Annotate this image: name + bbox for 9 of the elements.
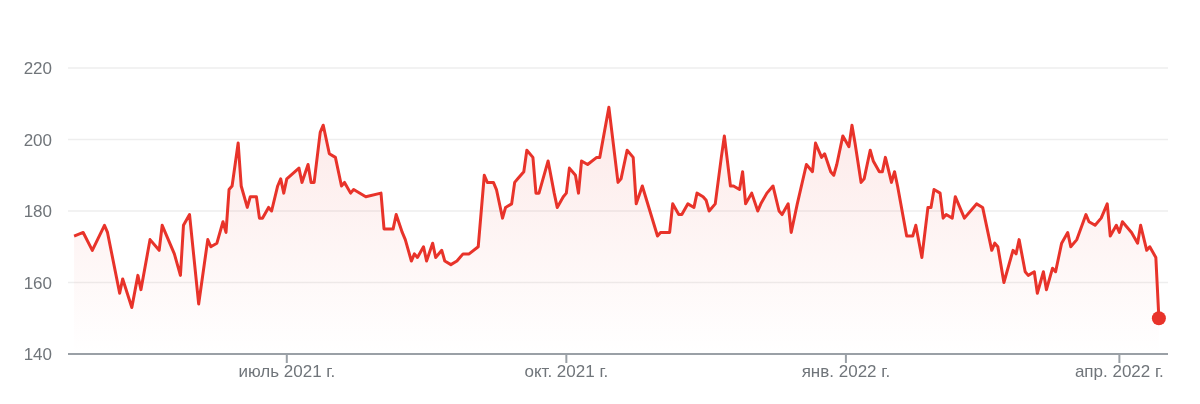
y-tick-label: 220 xyxy=(23,59,52,79)
y-tick-label: 140 xyxy=(23,345,52,365)
y-tick-label: 180 xyxy=(23,202,52,222)
x-tick-label: янв. 2022 г. xyxy=(801,362,891,382)
x-tick-label: апр. 2022 г. xyxy=(1074,362,1164,382)
y-tick-label: 160 xyxy=(23,273,52,293)
y-tick-label: 200 xyxy=(23,130,52,150)
x-tick-label: июль 2021 г. xyxy=(238,362,336,382)
x-tick-label: окт. 2021 г. xyxy=(524,362,609,382)
